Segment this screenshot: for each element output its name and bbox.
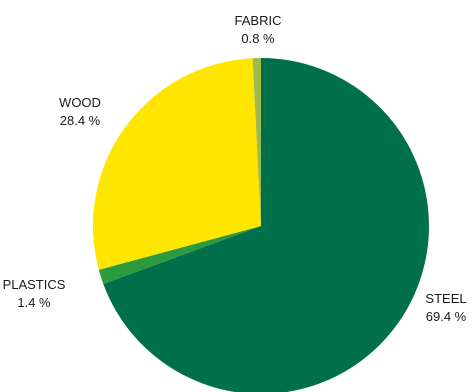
slice-label-wood: WOOD xyxy=(59,95,101,110)
slice-value-plastics: 1.4 % xyxy=(17,295,51,310)
pie-slice-steel xyxy=(103,58,429,392)
pie-labels: STEEL 69.4 % PLASTICS 1.4 % WOOD 28.4 % FABRIC… xyxy=(3,13,467,324)
pie-slice-plastics xyxy=(98,226,261,284)
slice-label-plastics: PLASTICS xyxy=(3,277,66,292)
slice-value-steel: 69.4 % xyxy=(426,309,467,324)
slice-value-wood: 28.4 % xyxy=(60,113,101,128)
slice-label-steel: STEEL xyxy=(425,291,466,306)
pie-slices xyxy=(93,57,429,392)
slice-label-fabric: FABRIC xyxy=(235,13,282,28)
pie-slice-wood xyxy=(93,58,262,270)
pie-slice-fabric xyxy=(252,57,261,226)
slice-value-fabric: 0.8 % xyxy=(241,31,275,46)
